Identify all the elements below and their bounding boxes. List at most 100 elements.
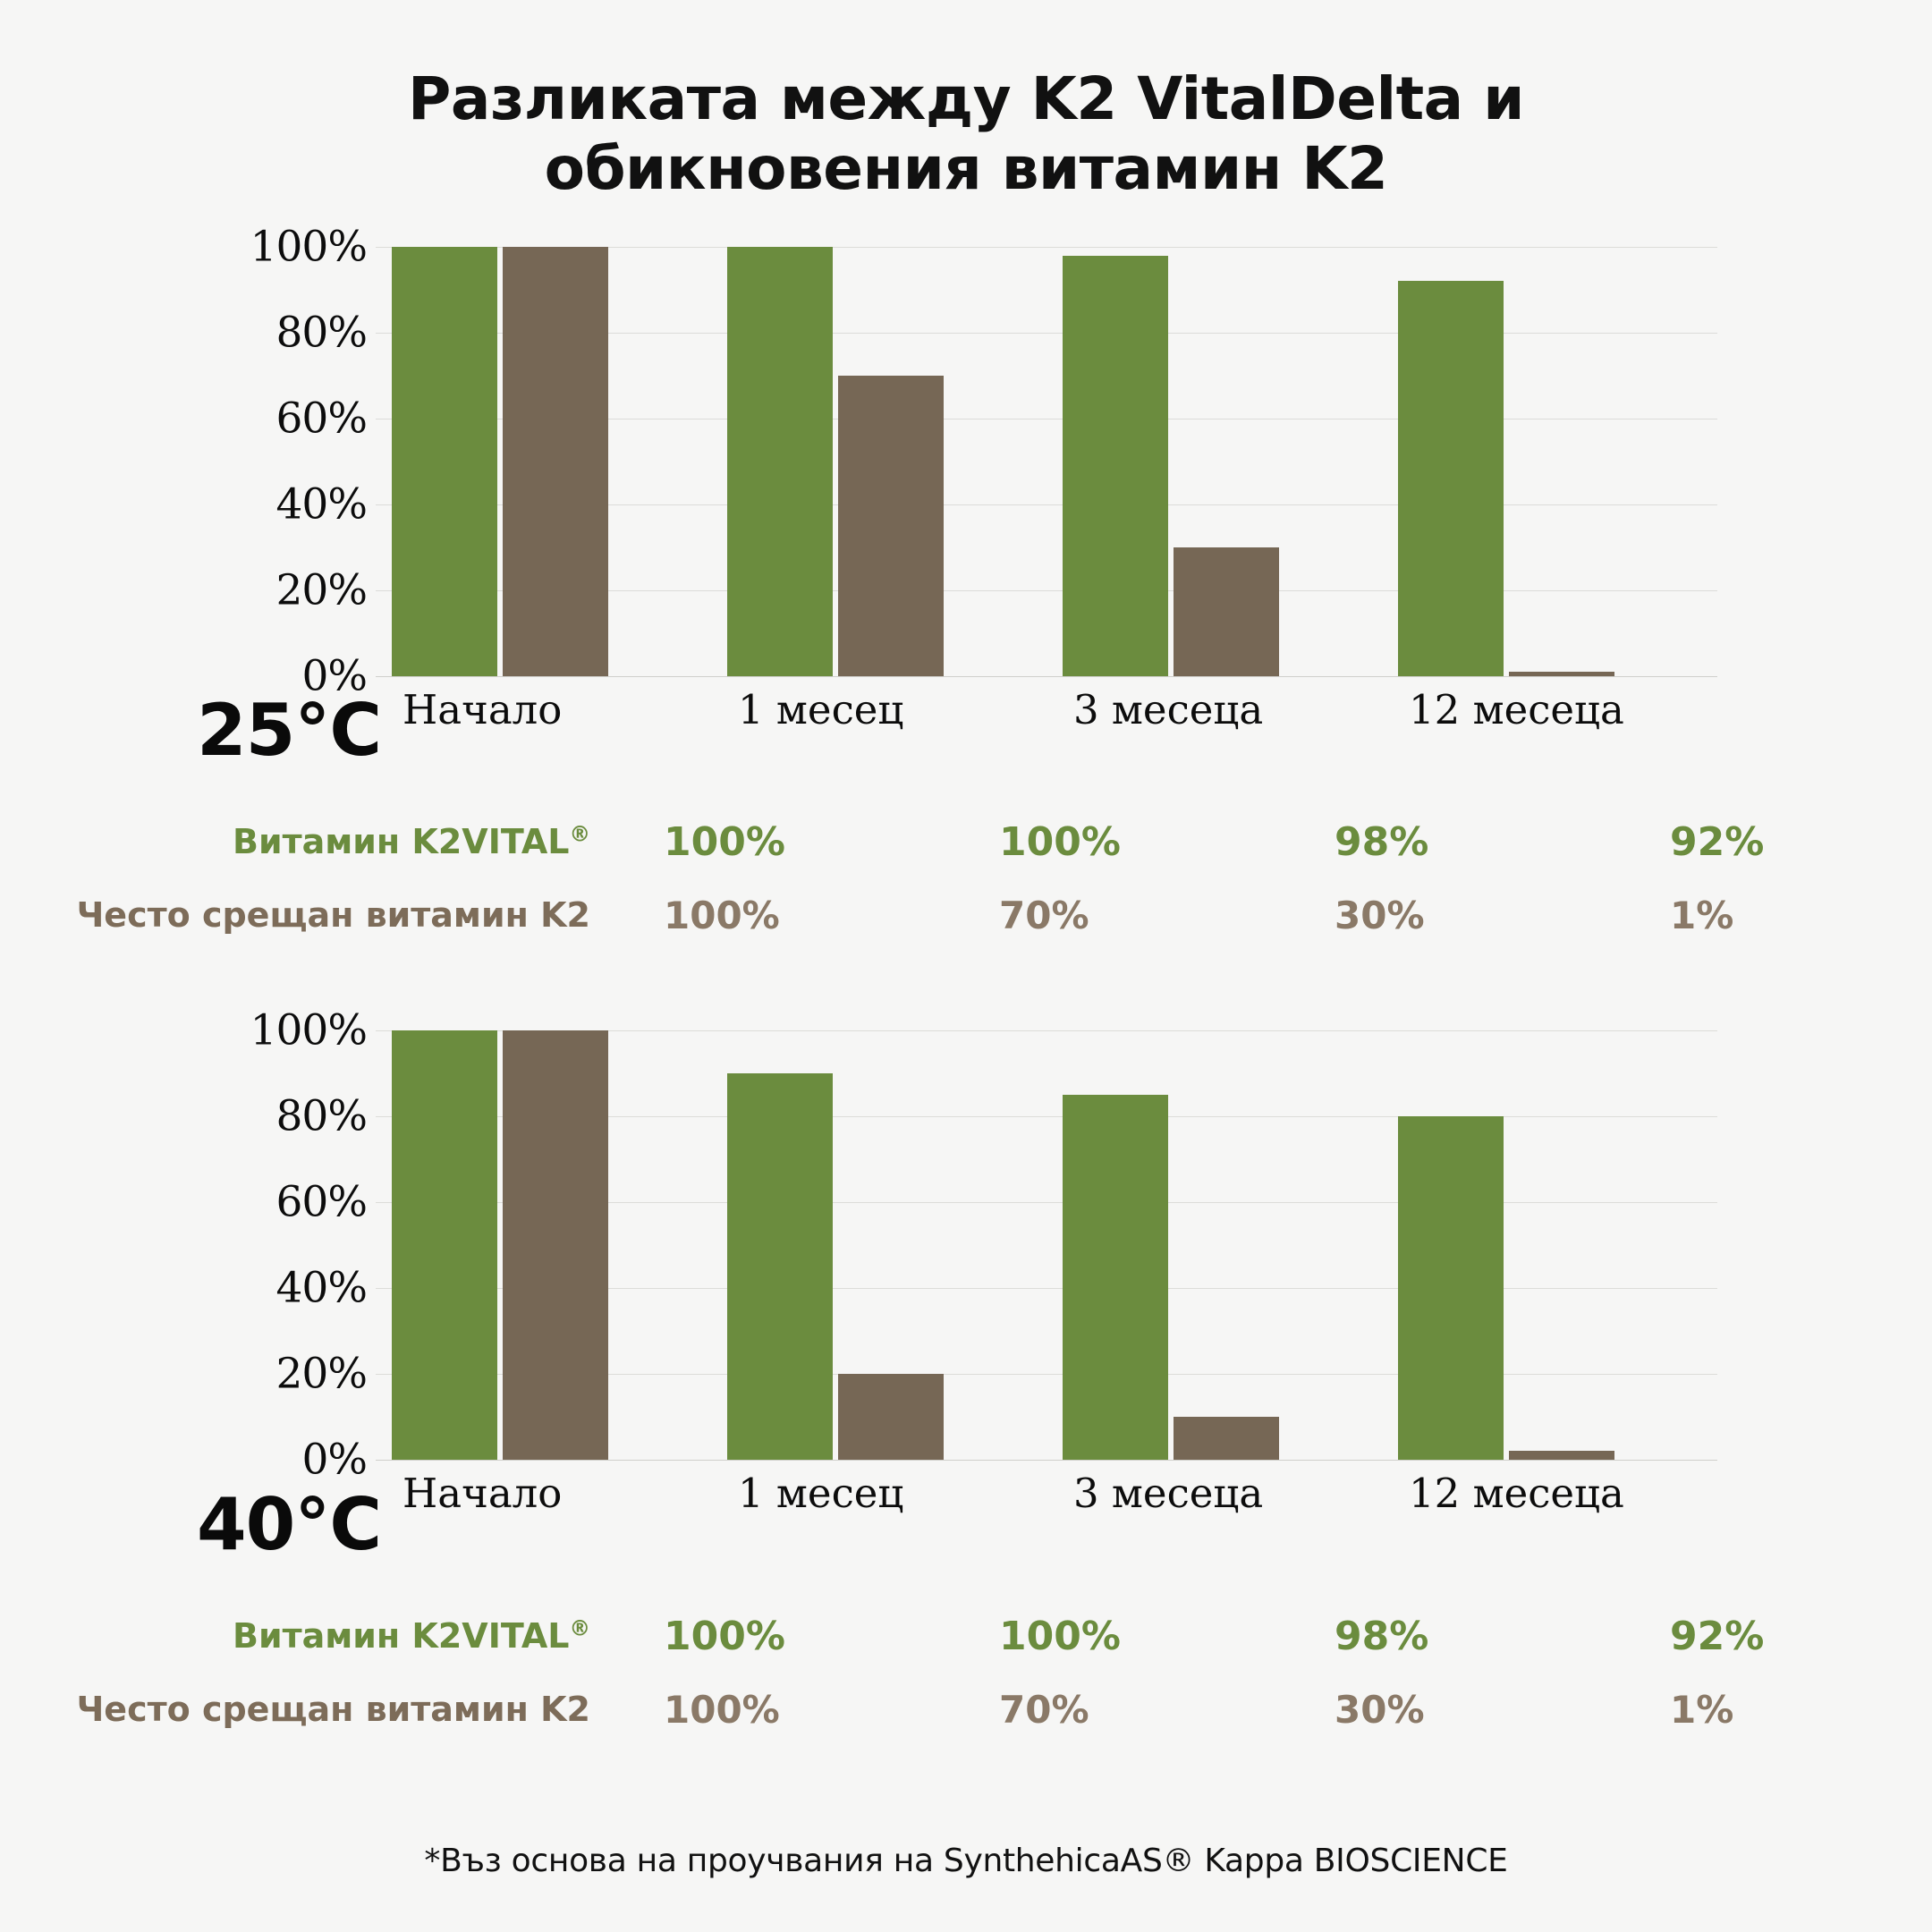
page-title-line-1: Разликата между K2 VitalDelta и <box>408 64 1524 133</box>
data-cell: 98% <box>1335 818 1429 865</box>
footnote: *Въз основа на проучвания на SynthehicaA… <box>424 1843 1508 1879</box>
bar <box>1509 1451 1614 1460</box>
bar <box>1509 672 1614 676</box>
bar <box>1063 255 1168 676</box>
x-axis-tick-label: Начало <box>402 1470 563 1517</box>
series-label-text: Витамин K2VITAL <box>232 1616 570 1656</box>
series-label-text: Витамин K2VITAL <box>232 822 570 861</box>
y-axis-tick-label: 0% <box>301 651 368 701</box>
data-cell: 30% <box>1335 1687 1425 1732</box>
gridline <box>376 333 1717 334</box>
series-values-k2vital: 100% 100% 98% 92% <box>590 1614 1932 1659</box>
series-values-k2vital: 100% 100% 98% 92% <box>590 819 1932 865</box>
x-axis-tick-label: Начало <box>402 686 563 733</box>
gridline <box>376 1202 1717 1203</box>
x-axis-tick-label: 1 месец <box>738 1470 904 1517</box>
bar-group <box>376 1030 711 1460</box>
y-axis-tick-label: 40% <box>275 1263 368 1313</box>
data-cell: 100% <box>664 1687 780 1732</box>
series-label-common-k2: Често срещан витамин K2 <box>76 895 590 935</box>
gridline <box>376 1116 1717 1117</box>
data-cell: 70% <box>999 893 1089 937</box>
y-axis-tick-label: 0% <box>301 1435 368 1485</box>
bar <box>392 247 497 676</box>
gridline <box>376 1030 1717 1031</box>
data-cell: 92% <box>1670 818 1765 865</box>
data-cell: 1% <box>1670 1687 1734 1732</box>
y-axis-tick-label: 60% <box>275 1177 368 1227</box>
bar-group <box>1382 1030 1717 1460</box>
bar <box>1063 1095 1168 1460</box>
x-axis-40c: Начало 1 месец 3 месеца 12 месеца <box>376 1460 1717 1528</box>
plot-area-25c <box>376 247 1717 677</box>
data-cell: 92% <box>1670 1613 1765 1659</box>
chart-panel-25c: 0% 20% 40% 60% 80% 100% Начало 1 месец 3 месеца… <box>0 223 1932 744</box>
table-row: Често срещан витамин K2 100% 70% 30% 1% <box>0 1673 1932 1746</box>
bar-groups-25c <box>376 247 1717 676</box>
plot-area-40c <box>376 1030 1717 1461</box>
gridline <box>376 1460 1717 1461</box>
data-cell: 70% <box>999 1687 1089 1732</box>
x-axis-tick-label: 3 месеца <box>1073 1470 1264 1517</box>
data-cell: 100% <box>999 1613 1121 1659</box>
data-cell: 100% <box>664 818 785 865</box>
table-row: Витамин K2VITAL® 100% 100% 98% 92% <box>0 1599 1932 1673</box>
plot-block-25c: 0% 20% 40% 60% 80% 100% <box>250 223 1717 701</box>
bar-group <box>376 247 711 676</box>
gridline <box>376 247 1717 248</box>
bar <box>503 1030 608 1460</box>
series-label-k2vital: Витамин K2VITAL® <box>0 822 590 861</box>
series-label-common-k2: Често срещан витамин K2 <box>76 1690 590 1729</box>
gridline <box>376 676 1717 677</box>
gridline <box>376 590 1717 591</box>
bar <box>1398 281 1504 676</box>
series-values-common-k2: 100% 70% 30% 1% <box>590 894 1932 937</box>
series-values-common-k2: 100% 70% 30% 1% <box>590 1688 1932 1732</box>
registered-mark-icon: ® <box>569 1615 590 1641</box>
table-row: Витамин K2VITAL® 100% 100% 98% 92% <box>0 805 1932 878</box>
data-table-40c: Витамин K2VITAL® 100% 100% 98% 92% Често… <box>0 1599 1932 1746</box>
bar <box>727 247 833 676</box>
x-axis-tick-label: 12 месеца <box>1409 686 1624 733</box>
bar <box>1398 1116 1504 1460</box>
x-axis-tick-label: 3 месеца <box>1073 686 1264 733</box>
y-axis-40c: 0% 20% 40% 60% 80% 100% <box>233 1006 368 1485</box>
page-title-line-2: обикновения витамин K2 <box>544 133 1388 203</box>
bar-group <box>1046 247 1382 676</box>
gridline <box>376 1288 1717 1289</box>
y-axis-tick-label: 40% <box>275 479 368 530</box>
data-cell: 30% <box>1335 893 1425 937</box>
bar <box>1174 547 1279 676</box>
temperature-label-40c: 40°C <box>197 1483 382 1566</box>
bar-group <box>711 247 1046 676</box>
bar <box>1174 1417 1279 1460</box>
gridline <box>376 1374 1717 1375</box>
y-axis-tick-label: 100% <box>250 1005 368 1055</box>
y-axis-tick-label: 100% <box>250 222 368 272</box>
bar <box>727 1073 833 1460</box>
y-axis-25c: 0% 20% 40% 60% 80% 100% <box>233 223 368 701</box>
table-row: Често срещан витамин K2 100% 70% 30% 1% <box>0 878 1932 952</box>
data-cell: 100% <box>664 893 780 937</box>
gridline <box>376 504 1717 505</box>
data-cell: 98% <box>1335 1613 1429 1659</box>
data-cell: 100% <box>999 818 1121 865</box>
y-axis-tick-label: 80% <box>275 1091 368 1141</box>
x-axis-tick-label: 1 месец <box>738 686 904 733</box>
bar-group <box>1382 247 1717 676</box>
data-table-25c: Витамин K2VITAL® 100% 100% 98% 92% Често… <box>0 805 1932 952</box>
x-axis-tick-label: 12 месеца <box>1409 1470 1624 1517</box>
data-cell: 1% <box>1670 893 1734 937</box>
bar <box>838 376 944 676</box>
bar <box>838 1374 944 1460</box>
data-cell: 100% <box>664 1613 785 1659</box>
bar-group <box>711 1030 1046 1460</box>
y-axis-tick-label: 80% <box>275 308 368 358</box>
y-axis-tick-label: 20% <box>275 1349 368 1399</box>
x-axis-25c: Начало 1 месец 3 месеца 12 месеца <box>376 676 1717 744</box>
chart-panel-40c: 0% 20% 40% 60% 80% 100% Начало 1 месец 3 месеца… <box>0 1006 1932 1528</box>
y-axis-tick-label: 20% <box>275 565 368 615</box>
bar-groups-40c <box>376 1030 1717 1460</box>
page-title: Разликата между K2 VitalDelta и обикнове… <box>0 64 1932 204</box>
bar-group <box>1046 1030 1382 1460</box>
